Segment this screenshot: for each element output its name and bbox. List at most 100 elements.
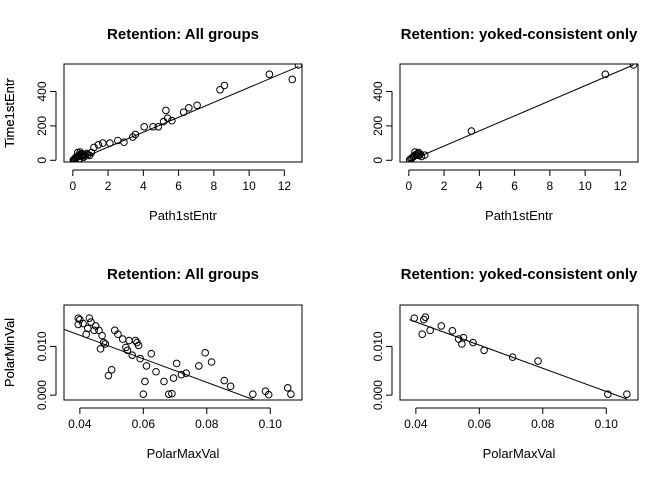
chart-4-x-axis-label: PolarMaxVal — [483, 446, 556, 461]
chart-1-data-point — [294, 64, 302, 69]
chart-3-data-point — [164, 390, 173, 398]
chart-4-data-point — [604, 390, 612, 398]
chart-4-data-point — [437, 322, 446, 330]
chart-4-marks — [409, 313, 631, 400]
chart-3-plot-frame — [63, 304, 303, 401]
chart-4-x-tick-label: 0.06 — [468, 417, 492, 431]
chart-4-x-tick-label: 0.10 — [595, 417, 619, 431]
chart-3-data-point — [128, 351, 137, 359]
chart-2-x-tick-label: 8 — [547, 179, 554, 193]
chart-4-data-point — [426, 326, 434, 335]
chart-2-plot-frame — [399, 63, 639, 163]
chart-3-data-point — [99, 338, 108, 347]
chart-1-data-point — [90, 143, 98, 152]
chart-3-data-point — [79, 319, 87, 328]
chart-1-data-point — [288, 75, 297, 84]
chart-1-data-point — [94, 141, 103, 149]
chart-1-x-axis-label: Path1stEntr — [149, 208, 218, 223]
chart-1-plot-frame — [63, 63, 303, 163]
chart-3-marks — [64, 314, 295, 400]
chart-2-y-tick-label: 0 — [371, 157, 385, 164]
chart-3-data-point — [136, 354, 144, 363]
chart-panel-1: Retention: All groups 0 2 4 6 8 10 12 0 200 400 Pat… — [2, 26, 303, 223]
chart-3-x-tick-label: 0.08 — [195, 417, 219, 431]
chart-1-data-point — [128, 133, 137, 141]
chart-3-data-point — [220, 376, 229, 385]
chart-3-data-point — [139, 390, 148, 398]
chart-4-plot-frame — [399, 304, 639, 401]
chart-3-y-axis-label: PolarMinVal — [2, 318, 17, 387]
chart-2-x-tick-label: 2 — [441, 179, 448, 193]
chart-3-data-point — [114, 330, 122, 339]
chart-4-regression-line — [409, 319, 628, 400]
chart-1-data-point — [149, 122, 157, 131]
chart-1-data-point — [265, 70, 274, 79]
chart-1-data-point — [79, 153, 88, 161]
chart-3-data-point — [168, 389, 176, 398]
chart-3-data-point — [131, 336, 140, 345]
chart-4-title: Retention: yoked-consistent only — [401, 266, 638, 283]
chart-1-y-tick-label: 200 — [35, 116, 49, 136]
chart-1-x-tick-label: 10 — [242, 179, 256, 193]
chart-1-data-point — [168, 116, 176, 125]
chart-1-data-point — [179, 108, 188, 116]
chart-3-data-point — [101, 340, 110, 348]
chart-1-data-point — [120, 138, 128, 147]
chart-1-x-tick-label: 2 — [105, 179, 112, 193]
chart-3-x-axis-label: PolarMaxVal — [147, 446, 220, 461]
chart-2-x-tick-label: 12 — [614, 179, 628, 193]
chart-3-data-point — [264, 390, 273, 399]
chart-3-data-point — [147, 349, 156, 358]
chart-2-y-tick-label: 400 — [371, 81, 385, 101]
chart-3-data-point — [283, 384, 292, 392]
chart-1-data-point — [163, 114, 172, 122]
chart-1-x-tick-label: 6 — [175, 179, 182, 193]
chart-1-data-point — [193, 101, 201, 110]
chart-3-data-point — [226, 382, 235, 391]
chart-4-data-point — [534, 357, 542, 365]
chart-2-x-tick-label: 4 — [476, 179, 483, 193]
chart-1-x-tick-label: 12 — [278, 179, 292, 193]
chart-2-data-point — [629, 64, 638, 69]
chart-4-y-tick-label: 0.010 — [371, 331, 385, 361]
chart-3-data-point — [169, 374, 178, 382]
chart-3-title: Retention: All groups — [107, 266, 259, 283]
chart-1-y-axis-label: Time1stEntr — [2, 78, 17, 148]
chart-3-data-point — [195, 362, 203, 370]
chart-4-data-point — [480, 346, 488, 355]
chart-3-data-point — [74, 314, 83, 322]
chart-3-data-point — [141, 377, 149, 386]
chart-3-data-point — [74, 320, 83, 329]
chart-3-y-tick-label: 0.010 — [35, 331, 49, 361]
chart-3-regression-line — [64, 328, 255, 400]
chart-2-x-tick-label: 0 — [405, 179, 412, 193]
chart-panel-3: Retention: All groups 0.04 0.06 0.08 0.10 0.0… — [2, 266, 303, 461]
chart-3-data-point — [125, 336, 133, 345]
chart-3-data-point — [287, 390, 295, 398]
chart-4-data-point — [458, 340, 466, 348]
chart-3-data-point — [249, 390, 257, 398]
chart-3-data-point — [98, 331, 106, 340]
chart-1-x-tick-label: 8 — [211, 179, 218, 193]
chart-2-y-axis-label: Time1stEntr — [2, 78, 17, 148]
chart-3-data-point — [123, 346, 132, 355]
chart-2-x-tick-label: 10 — [578, 179, 592, 193]
chart-4-data-point — [448, 327, 457, 335]
chart-3-x-tick-label: 0.04 — [68, 417, 92, 431]
chart-2-x-tick-label: 6 — [511, 179, 518, 193]
chart-3-data-point — [182, 369, 190, 378]
chart-3-data-point — [90, 326, 98, 335]
chart-1-data-point — [73, 148, 82, 157]
chart-1-title: Retention: All groups — [107, 26, 259, 43]
chart-3-data-point — [142, 362, 151, 370]
chart-panel-4: Retention: yoked-consistent only 0.04 0.06… — [2, 266, 639, 461]
chart-3-data-point — [85, 314, 94, 322]
chart-1-data-point — [140, 122, 149, 131]
chart-2-marks — [405, 64, 638, 162]
chart-4-data-point — [508, 353, 517, 361]
chart-3-data-point — [152, 367, 160, 376]
chart-4-x-tick-label: 0.08 — [531, 417, 555, 431]
chart-4-data-point — [421, 313, 430, 321]
chart-2-data-point — [601, 70, 610, 79]
chart-3-data-point — [107, 365, 116, 374]
